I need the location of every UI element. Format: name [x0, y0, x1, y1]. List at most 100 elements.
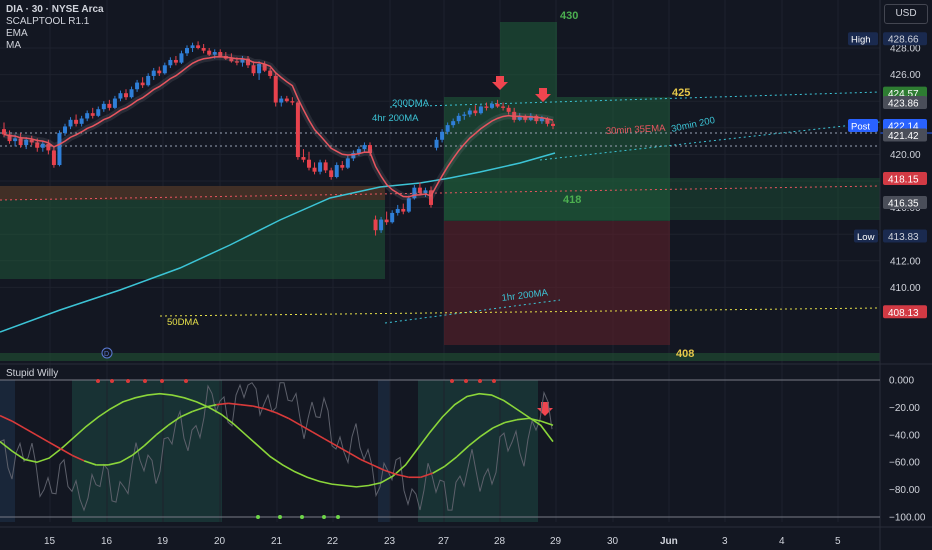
- osc-slow-segment: [0, 414, 13, 422]
- x-tick-label: 22: [327, 536, 339, 547]
- osc-slow-segment: [480, 427, 494, 437]
- down-arrow-icon: [535, 88, 551, 102]
- candle-body: [551, 123, 555, 126]
- indicator-scalptool[interactable]: SCALPTOOL R1.1: [6, 16, 90, 27]
- x-tick-label: 19: [157, 536, 169, 547]
- candle-body: [135, 82, 140, 90]
- level-band-408: [0, 353, 880, 361]
- candle-body: [501, 106, 506, 108]
- trend-30min-200: [539, 121, 881, 161]
- osc-slow-segment: [143, 434, 157, 447]
- osc-slow-segment: [192, 406, 205, 413]
- x-tick-label: Jun: [660, 536, 678, 547]
- osc-slow-segment: [468, 435, 482, 447]
- osc-y-tick-label: −40.00: [889, 430, 920, 441]
- osc-bottom-dot: [322, 515, 326, 519]
- candle-body: [46, 143, 51, 151]
- osc-top-dot: [478, 379, 482, 383]
- osc-slow-segment: [288, 417, 301, 426]
- osc-slow-segment: [336, 445, 350, 454]
- osc-slow-segment: [167, 416, 181, 426]
- price-tag-label: 408.13: [888, 308, 919, 319]
- price-tag: [883, 305, 927, 319]
- osc-slow-segment: [360, 458, 374, 466]
- candle-body: [162, 65, 167, 74]
- candle-body: [417, 187, 422, 193]
- candle-body: [340, 165, 345, 168]
- ma-200-line: [0, 152, 556, 333]
- candle-body: [279, 98, 284, 103]
- candle-body: [40, 143, 45, 148]
- candle-body: [451, 121, 456, 126]
- candle-body: [523, 115, 528, 120]
- osc-slow-segment: [108, 461, 121, 466]
- candle-body: [201, 48, 206, 51]
- candle-body: [207, 50, 212, 55]
- candle-body: [18, 138, 23, 146]
- osc-bottom-dot: [256, 515, 260, 519]
- osc-y-tick-label: −100.00: [889, 513, 926, 524]
- symbol-title[interactable]: DIA · 30 · NYSE Arca: [6, 4, 104, 15]
- candle-body: [179, 53, 184, 63]
- x-tick-label: 16: [101, 536, 113, 547]
- price-side-tag: [854, 229, 878, 243]
- dividend-marker-letter: D: [104, 351, 109, 358]
- candle-body: [112, 98, 117, 108]
- osc-slow-segment: [179, 410, 193, 418]
- candle-body: [423, 190, 428, 193]
- osc-slow-segment: [83, 460, 97, 466]
- candle-body: [495, 103, 500, 107]
- candle-body: [429, 190, 433, 205]
- candle-body: [157, 70, 162, 74]
- osc-slow-segment: [59, 447, 73, 457]
- osc-top-dot: [492, 379, 496, 383]
- candle-body: [478, 106, 483, 114]
- candle-body: [273, 75, 278, 103]
- candle-body: [534, 115, 539, 122]
- osc-slow-segment: [528, 417, 542, 422]
- osc-slow-segment: [504, 418, 518, 424]
- osc-slow-segment: [324, 438, 338, 447]
- y-tick-label: 426.00: [890, 70, 921, 81]
- y-tick-label: 412.00: [890, 256, 921, 267]
- y-tick-label: 410.00: [890, 283, 921, 294]
- x-tick-label: 5: [835, 536, 841, 547]
- candle-body: [307, 159, 311, 168]
- level-label: 418: [563, 194, 581, 206]
- price-tag: [883, 32, 927, 46]
- candle-body: [173, 59, 178, 63]
- x-tick-label: 21: [271, 536, 283, 547]
- candle-body: [234, 61, 239, 63]
- osc-slow-segment: [540, 420, 554, 426]
- price-tag-label: 424.57: [888, 89, 919, 100]
- candle-body: [539, 118, 544, 122]
- indicator-ema[interactable]: EMA: [6, 28, 28, 39]
- osc-slow-segment: [312, 431, 325, 440]
- session-shade: [72, 380, 222, 522]
- osc-top-dot: [96, 379, 100, 383]
- candle-body: [284, 98, 289, 102]
- indicator-ma[interactable]: MA: [6, 40, 21, 51]
- candle-body: [301, 157, 306, 160]
- candle-body: [85, 113, 90, 119]
- price-tag-label: 413.83: [888, 232, 919, 243]
- price-tag-label: 421.42: [888, 131, 919, 142]
- osc-y-tick-label: −20.00: [889, 403, 920, 414]
- osc-slow-segment: [155, 424, 169, 436]
- trend-resistance: [0, 185, 881, 201]
- osc-bottom-dot: [300, 515, 304, 519]
- currency-button[interactable]: USD: [884, 4, 928, 24]
- candle-body: [473, 110, 478, 114]
- candle-body: [295, 102, 300, 158]
- candle-body: [545, 118, 550, 124]
- candle-body: [406, 198, 411, 212]
- candle-body: [362, 145, 367, 150]
- osc-top-dot: [184, 379, 188, 383]
- candle-body: [356, 149, 361, 154]
- osc-slow-segment: [276, 412, 289, 420]
- osc-top-dot: [110, 379, 114, 383]
- price-tag: [883, 172, 927, 186]
- osc-slow-segment: [240, 403, 253, 407]
- oscillator-title[interactable]: Stupid Willy: [6, 368, 59, 379]
